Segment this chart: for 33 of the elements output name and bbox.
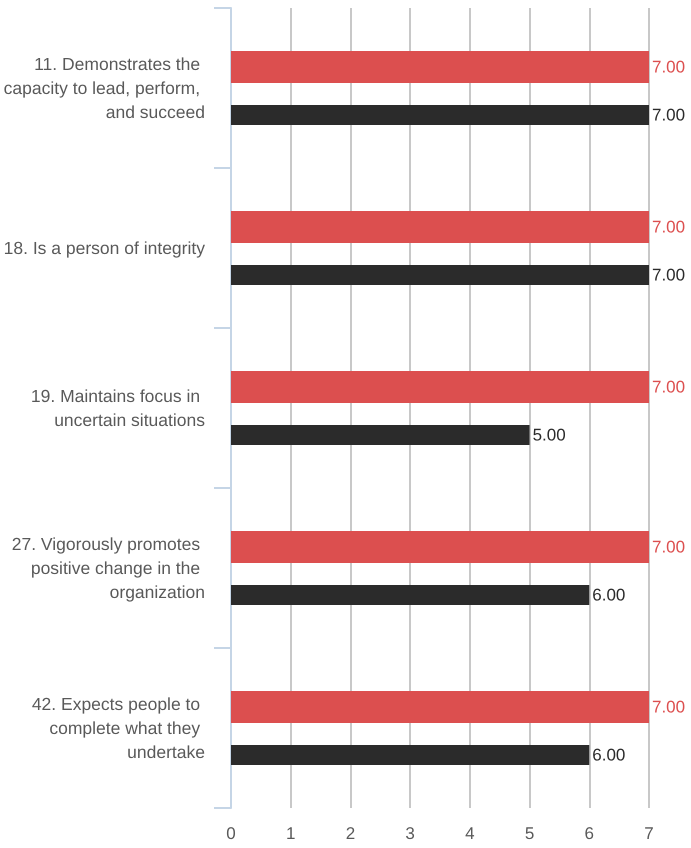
bar <box>231 745 590 765</box>
x-tick-label: 1 <box>286 824 296 843</box>
bar <box>231 691 649 723</box>
y-tick-label: 42. Expects people to complete what they undertake <box>32 694 205 762</box>
data-label: 6.00 <box>592 586 626 604</box>
bar <box>231 585 590 605</box>
y-tick-label: 27. Vigorously promotes positive change in the organization <box>12 534 205 602</box>
data-label: 7.00 <box>652 106 686 124</box>
data-label: 7.00 <box>652 218 686 236</box>
bar <box>231 531 649 563</box>
data-label: 5.00 <box>532 426 566 444</box>
bar <box>231 425 530 445</box>
bar <box>231 105 649 125</box>
x-tick-label: 0 <box>226 824 236 843</box>
x-tick-label: 7 <box>644 824 654 843</box>
x-tick-label: 2 <box>346 824 356 843</box>
x-tick-label: 6 <box>584 824 594 843</box>
data-label: 7.00 <box>652 378 686 396</box>
y-tick-label: 11. Demonstrates the capacity to lead, perform, and succeed <box>4 54 205 122</box>
data-label: 7.00 <box>652 538 686 556</box>
bar <box>231 211 649 243</box>
bar <box>231 51 649 83</box>
x-tick-label: 5 <box>524 824 534 843</box>
x-tick-label: 4 <box>465 824 475 843</box>
data-label: 7.00 <box>652 698 686 716</box>
data-label: 6.00 <box>592 746 626 764</box>
y-tick-label: 19. Maintains focus in uncertain situations <box>30 386 206 430</box>
bar <box>231 265 649 285</box>
x-tick-label: 3 <box>405 824 415 843</box>
data-label: 7.00 <box>652 266 686 284</box>
bar <box>231 371 649 403</box>
y-tick-label: 18. Is a person of integrity <box>4 238 206 258</box>
data-label: 7.00 <box>652 58 686 76</box>
